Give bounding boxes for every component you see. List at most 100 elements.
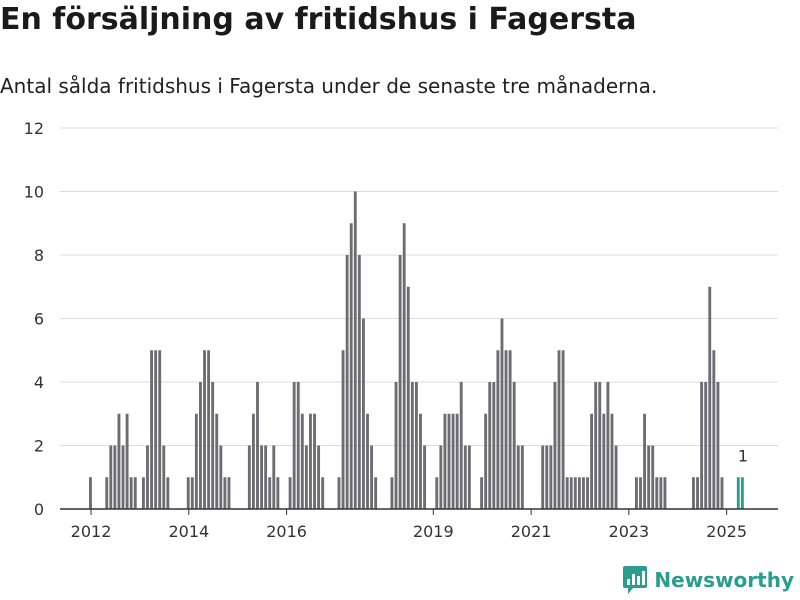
- bar: [219, 445, 223, 509]
- bar: [516, 445, 520, 509]
- bar: [113, 445, 117, 509]
- bar: [154, 350, 158, 509]
- bar: [565, 477, 569, 509]
- bar: [553, 382, 557, 509]
- bar: [129, 477, 133, 509]
- bar: [740, 477, 744, 509]
- y-tick-label: 4: [34, 373, 44, 392]
- bar: [484, 413, 488, 509]
- bar: [647, 445, 651, 509]
- bar: [125, 413, 129, 509]
- bar: [215, 413, 219, 509]
- bar: [720, 477, 724, 509]
- bar: [390, 477, 394, 509]
- bar: [708, 286, 712, 509]
- bar: [264, 445, 268, 509]
- bar: [211, 382, 215, 509]
- bar: [357, 255, 361, 509]
- bar: [655, 477, 659, 509]
- bar: [736, 477, 740, 509]
- bar: [133, 477, 137, 509]
- bar: [414, 382, 418, 509]
- bar: [598, 382, 602, 509]
- bar: [317, 445, 321, 509]
- bar: [463, 445, 467, 509]
- bar: [366, 413, 369, 509]
- bar: [313, 413, 316, 509]
- y-tick-label: 12: [24, 119, 44, 138]
- bar: [614, 445, 618, 509]
- bar: [162, 445, 166, 509]
- bar: [194, 413, 198, 509]
- bar: [712, 350, 716, 509]
- bar: [256, 382, 259, 509]
- bar: [492, 382, 496, 509]
- x-tick-label: 2019: [413, 522, 454, 541]
- bar: [696, 477, 699, 509]
- bar: [121, 445, 125, 509]
- bar: [520, 445, 524, 509]
- bar: [700, 382, 704, 509]
- bar-chart-logo-icon: [623, 566, 648, 594]
- bar: [203, 350, 206, 509]
- bar: [594, 382, 598, 509]
- bar: [105, 477, 109, 509]
- bar: [353, 191, 357, 509]
- bar: [349, 223, 353, 509]
- bar: [443, 413, 447, 509]
- bar: [504, 350, 508, 509]
- bar: [276, 477, 280, 509]
- bar: [141, 477, 145, 509]
- data-label: 1: [738, 446, 748, 465]
- bar: [602, 413, 606, 509]
- x-tick-label: 2012: [71, 522, 112, 541]
- bar: [406, 286, 410, 509]
- bar: [337, 477, 341, 509]
- gridlines: [60, 127, 778, 446]
- bar: [447, 413, 451, 509]
- bar: [296, 382, 300, 509]
- y-tick-label: 0: [34, 500, 44, 519]
- brand-name: Newsworthy: [654, 568, 794, 592]
- bar: [659, 477, 663, 509]
- bar: [590, 413, 594, 509]
- bar: [500, 318, 504, 509]
- bar: [345, 255, 349, 509]
- bar: [561, 350, 565, 509]
- brand-logo: Newsworthy: [622, 564, 794, 596]
- bar: [455, 413, 459, 509]
- bar: [545, 445, 549, 509]
- bar: [207, 350, 211, 509]
- bar: [643, 413, 647, 509]
- bar: [361, 318, 365, 509]
- bar: [117, 413, 121, 509]
- bar: [260, 445, 264, 509]
- y-tick-label: 6: [34, 310, 44, 329]
- bar: [410, 382, 414, 509]
- y-tick-label: 2: [34, 437, 44, 456]
- bar: [541, 445, 545, 509]
- chart-title: En försäljning av fritidshus i Fagersta: [0, 2, 637, 37]
- bar: [663, 477, 667, 509]
- bar: [292, 382, 296, 509]
- bar: [419, 413, 422, 509]
- bar: [199, 382, 202, 509]
- bar: [573, 477, 577, 509]
- bar: [439, 445, 443, 509]
- bar: [309, 413, 312, 509]
- bar: [251, 413, 255, 509]
- x-tick-label: 2025: [706, 522, 747, 541]
- bar: [639, 477, 642, 509]
- bar: [398, 255, 402, 509]
- bar: [272, 445, 276, 509]
- bar: [496, 350, 500, 509]
- y-tick-label: 10: [24, 183, 44, 202]
- bar: [423, 445, 426, 509]
- bar: [716, 382, 720, 509]
- bar: [402, 223, 406, 509]
- bar: [704, 382, 708, 509]
- bar: [247, 445, 251, 509]
- bar: [109, 445, 113, 509]
- bar: [227, 477, 231, 509]
- bar: [370, 445, 374, 509]
